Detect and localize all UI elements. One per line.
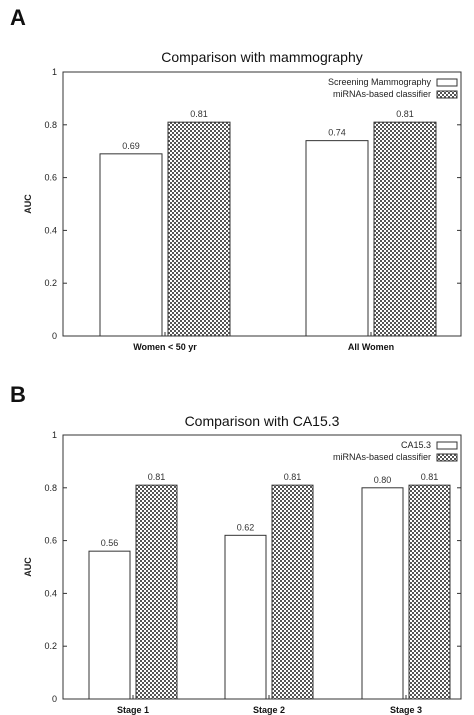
chart-panel-a: A Comparison with mammography 0 0.2 0.4 0.6 0.…	[10, 5, 462, 352]
panel-a-ytick-label: 0.2	[44, 278, 57, 288]
panel-a-bar-open	[305, 140, 369, 337]
panel-b-value-label: 0.80	[374, 475, 392, 485]
panel-b-value-label: 0.56	[101, 538, 119, 548]
panel-a-ytick-label: 1	[52, 67, 57, 77]
panel-a-plot-frame	[62, 71, 462, 337]
panel-b-value-label: 0.81	[421, 472, 439, 482]
panel-b-letter: B	[10, 382, 26, 407]
panel-b-legend-swatch	[436, 453, 458, 462]
panel-b-ytick-label: 0.4	[44, 588, 57, 598]
panel-b-legend-swatch	[436, 441, 458, 450]
panel-b-ytick-label: 0	[52, 694, 57, 704]
panel-b-value-label: 0.62	[237, 522, 255, 532]
panel-a-legend-label: miRNAs-based classifier	[333, 89, 431, 99]
panel-a-legend: Screening Mammography miRNAs-based classi…	[328, 77, 458, 99]
panel-a-category-label: Women < 50 yr	[133, 342, 197, 352]
panel-b-bar-hatched	[408, 484, 451, 700]
panel-b-bar-hatched	[135, 484, 178, 700]
panel-b-legend-label: CA15.3	[401, 440, 431, 450]
panel-b-value-label: 0.81	[148, 472, 166, 482]
panel-a-ytick-label: 0.6	[44, 173, 57, 183]
panel-a-ytick-label: 0.8	[44, 120, 57, 130]
panel-b-category-label: Stage 2	[253, 705, 285, 715]
panel-b-ylabel: AUC	[23, 557, 33, 577]
panel-a-title: Comparison with mammography	[161, 49, 363, 65]
panel-b-category-label: Stage 3	[390, 705, 422, 715]
panel-b-ytick-label: 0.6	[44, 536, 57, 546]
panel-b-ytick-label: 0.2	[44, 641, 57, 651]
panel-a-legend-swatch	[436, 90, 458, 99]
panel-a-letter: A	[10, 5, 26, 30]
panel-a-ytick-label: 0.4	[44, 225, 57, 235]
panel-a-value-label: 0.69	[122, 141, 140, 151]
panel-a-legend-swatch	[436, 78, 458, 87]
panel-a-bar-open	[99, 153, 163, 337]
panel-a-value-label: 0.81	[190, 109, 208, 119]
panel-b-bar-open	[88, 550, 131, 700]
panel-b-category-label: Stage 1	[117, 705, 149, 715]
panel-a-ylabel: AUC	[23, 194, 33, 214]
panel-a-value-label: 0.74	[328, 128, 346, 138]
panel-a-value-label: 0.81	[396, 109, 414, 119]
panel-b-bar-open	[224, 534, 267, 700]
panel-b-legend: CA15.3 miRNAs-based classifier	[333, 440, 458, 462]
panel-b-legend-label: miRNAs-based classifier	[333, 452, 431, 462]
panel-b-bar-hatched	[271, 484, 314, 700]
panel-a-category-label: All Women	[348, 342, 394, 352]
panel-b-ytick-label: 0.8	[44, 483, 57, 493]
panel-b-title: Comparison with CA15.3	[185, 413, 340, 429]
panel-b-value-label: 0.81	[284, 472, 302, 482]
panel-a-bar-hatched	[167, 121, 231, 337]
panel-b-ytick-label: 1	[52, 430, 57, 440]
panel-a-bar-hatched	[373, 121, 437, 337]
panel-a-ytick-label: 0	[52, 331, 57, 341]
panel-b-bar-open	[361, 487, 404, 700]
panel-a-legend-label: Screening Mammography	[328, 77, 432, 87]
